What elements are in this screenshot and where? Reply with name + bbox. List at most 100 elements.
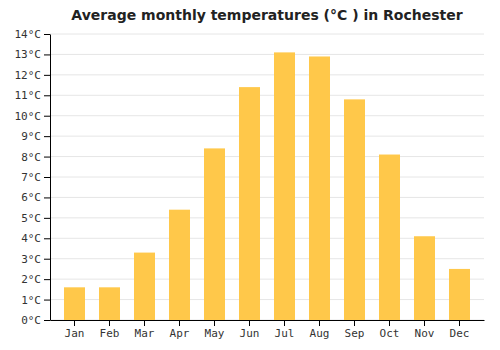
tick: May [205, 320, 225, 340]
tick: 2°C [21, 273, 50, 286]
tick-label: Mar [135, 327, 155, 340]
tick-label: Oct [380, 327, 400, 340]
tick-label: Jan [65, 327, 85, 340]
grid-line [50, 217, 484, 218]
tick: Oct [380, 320, 400, 340]
axis-line [50, 35, 51, 321]
tick-mark [389, 320, 390, 326]
tick-label: 0°C [21, 314, 41, 327]
tick: 6°C [21, 191, 50, 204]
tick-label: 11°C [15, 89, 42, 102]
bar [64, 287, 85, 320]
tick-label: Sep [345, 327, 365, 340]
tick-label: Nov [415, 327, 435, 340]
bar [169, 210, 190, 320]
tick: 12°C [15, 69, 51, 82]
tick-mark [249, 320, 250, 326]
tick-label: 5°C [21, 212, 41, 225]
tick-mark [144, 320, 145, 326]
tick-label: 9°C [21, 130, 41, 143]
grid-line [50, 197, 484, 198]
tick-label: 1°C [21, 294, 41, 307]
tick: 0°C [21, 314, 50, 327]
tick: 8°C [21, 151, 50, 164]
grid-line [50, 136, 484, 137]
tick: Sep [345, 320, 365, 340]
tick-label: Feb [100, 327, 120, 340]
chart: 0°C 1°C 2°C 3°C 4°C 5°C 6°C 7°C 8°C 9°C 10°C 11°C 12… [0, 0, 500, 350]
tick-label: 14°C [15, 28, 42, 41]
grid [50, 34, 484, 320]
tick-mark [179, 320, 180, 326]
tick: Feb [100, 320, 120, 340]
tick: Nov [415, 320, 435, 340]
tick: 13°C [15, 48, 51, 61]
grid-line [50, 115, 484, 116]
tick: Aug [310, 320, 330, 340]
tick-label: 6°C [21, 191, 41, 204]
tick-label: Jun [240, 327, 260, 340]
tick-mark [44, 177, 50, 178]
tick: 3°C [21, 253, 50, 266]
bar [99, 287, 120, 320]
tick: 9°C [21, 130, 50, 143]
tick: Jun [240, 320, 260, 340]
tick-mark [44, 157, 50, 158]
tick: Dec [450, 320, 470, 340]
tick-label: 12°C [15, 69, 42, 82]
tick-mark [44, 136, 50, 137]
tick-label: 10°C [15, 110, 42, 123]
tick-mark [319, 320, 320, 326]
tick-mark [44, 320, 50, 321]
tick: Apr [170, 320, 190, 340]
tick: 14°C [15, 28, 51, 41]
x-axis: Jan Feb Mar Apr May Jun Jul Aug Sep Oct Nov Dec [51, 320, 485, 340]
tick-label: 4°C [21, 232, 41, 245]
grid-line [50, 34, 484, 35]
grid-line [50, 95, 484, 96]
grid-line [50, 177, 484, 178]
tick: 7°C [21, 171, 50, 184]
tick: Mar [135, 320, 155, 340]
tick-mark [214, 320, 215, 326]
bar [274, 52, 295, 320]
tick-mark [74, 320, 75, 326]
bar [449, 269, 470, 320]
tick: 1°C [21, 294, 50, 307]
bar [239, 87, 260, 320]
tick-label: 3°C [21, 253, 41, 266]
grid-line [50, 54, 484, 55]
tick: 4°C [21, 232, 50, 245]
tick-mark [44, 54, 50, 55]
title: Average monthly temperatures (°C ) in Ro… [71, 7, 462, 23]
y-axis: 0°C 1°C 2°C 3°C 4°C 5°C 6°C 7°C 8°C 9°C 10°C 11°C 12… [15, 28, 51, 327]
bar [344, 99, 365, 320]
tick-mark [284, 320, 285, 326]
axis-line [51, 320, 485, 321]
tick-mark [44, 197, 50, 198]
tick-label: Aug [310, 327, 330, 340]
tick: Jul [275, 320, 295, 340]
tick-label: 2°C [21, 273, 41, 286]
bar [204, 148, 225, 320]
bar [379, 155, 400, 320]
tick-mark [354, 320, 355, 326]
grid-line [50, 74, 484, 75]
tick-mark [459, 320, 460, 326]
tick-mark [44, 34, 50, 35]
tick-mark [44, 95, 50, 96]
tick-label: 13°C [15, 48, 42, 61]
tick-label: Apr [170, 327, 190, 340]
tick-label: Jul [275, 327, 295, 340]
plot: 0°C 1°C 2°C 3°C 4°C 5°C 6°C 7°C 8°C 9°C 10°C 11°C 12… [15, 28, 485, 340]
tick-mark [44, 218, 50, 219]
tick-mark [44, 238, 50, 239]
tick-label: 8°C [21, 151, 41, 164]
tick-mark [44, 279, 50, 280]
bars [64, 52, 470, 320]
tick-label: 7°C [21, 171, 41, 184]
bar [414, 236, 435, 320]
tick: 5°C [21, 212, 50, 225]
tick: 10°C [15, 110, 51, 123]
tick-mark [424, 320, 425, 326]
